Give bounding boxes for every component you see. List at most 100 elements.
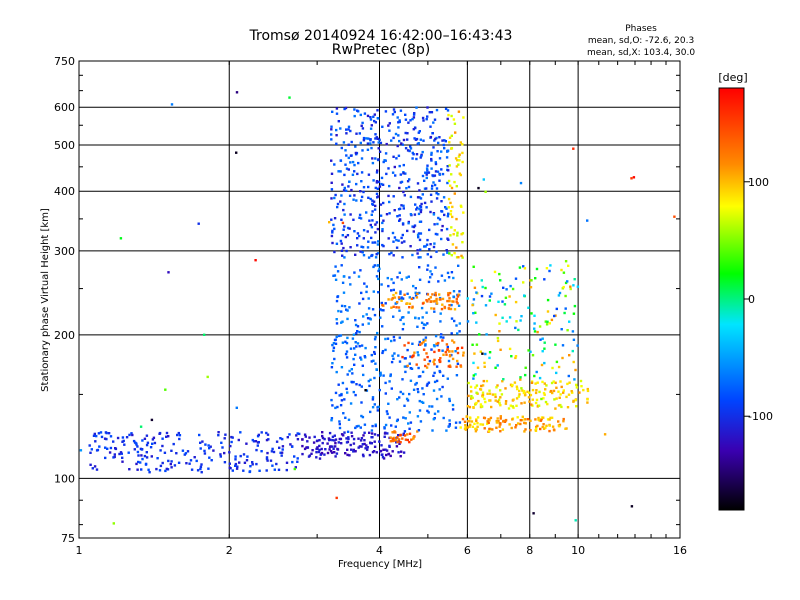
data-point: [426, 164, 429, 167]
data-point: [330, 366, 334, 369]
data-point: [359, 250, 362, 253]
data-point: [440, 237, 443, 241]
data-point: [398, 119, 401, 122]
data-point: [403, 293, 406, 296]
data-point: [375, 275, 379, 278]
data-point: [500, 393, 504, 396]
data-point: [335, 134, 338, 137]
data-point: [239, 431, 242, 434]
data-point: [178, 437, 181, 441]
data-point: [527, 349, 530, 352]
data-point: [435, 250, 438, 253]
data-point: [383, 426, 386, 429]
data-point: [356, 244, 359, 247]
data-point: [475, 401, 478, 405]
data-point: [630, 505, 634, 508]
data-point: [373, 208, 377, 211]
data-point: [466, 405, 470, 408]
data-point: [419, 197, 423, 200]
data-point: [432, 374, 435, 377]
data-point: [396, 116, 399, 119]
data-point: [522, 391, 526, 395]
data-point: [518, 389, 521, 393]
data-point: [580, 385, 583, 388]
data-point: [330, 159, 333, 162]
data-point: [330, 133, 333, 136]
data-point: [265, 457, 269, 461]
data-point: [442, 196, 446, 199]
data-point: [519, 378, 522, 381]
data-point: [515, 404, 518, 407]
data-point: [498, 330, 501, 333]
data-point: [401, 256, 404, 259]
data-point: [375, 181, 379, 184]
data-point: [437, 141, 440, 145]
data-point: [471, 303, 474, 307]
data-point: [412, 225, 416, 229]
data-point: [352, 218, 355, 221]
data-point: [551, 425, 555, 428]
data-point: [377, 141, 380, 144]
data-point: [188, 462, 191, 465]
data-point: [504, 400, 508, 403]
data-point: [346, 453, 349, 457]
data-point: [441, 385, 444, 389]
data-point: [341, 183, 344, 186]
data-point: [381, 350, 385, 353]
data-point: [457, 304, 461, 307]
data-point: [442, 416, 445, 420]
data-point: [304, 435, 307, 438]
data-point: [398, 214, 401, 217]
data-point: [455, 297, 458, 301]
data-point: [430, 159, 433, 162]
y-tick-label: 500: [54, 139, 75, 152]
data-point: [343, 107, 346, 111]
data-point: [541, 337, 544, 340]
data-point: [507, 407, 511, 410]
data-point: [467, 381, 470, 385]
data-point: [495, 386, 498, 389]
data-point: [573, 304, 577, 308]
data-point: [390, 251, 393, 255]
data-point: [466, 297, 469, 300]
data-point: [511, 287, 515, 291]
data-point: [298, 432, 301, 436]
data-point: [265, 456, 269, 459]
data-point: [557, 404, 561, 407]
data-point: [186, 450, 190, 453]
data-point: [474, 373, 477, 376]
data-point: [481, 423, 485, 426]
y-tick-label: 750: [54, 55, 75, 68]
data-point: [396, 398, 399, 401]
data-point: [551, 391, 554, 395]
data-point: [404, 417, 407, 420]
data-point: [391, 431, 394, 434]
data-point: [339, 239, 343, 243]
data-point: [147, 468, 150, 471]
data-point: [554, 343, 557, 346]
data-point: [397, 208, 401, 211]
data-point: [518, 266, 522, 269]
data-point: [379, 373, 382, 376]
data-point: [430, 157, 433, 161]
data-point: [153, 441, 157, 445]
data-point: [575, 383, 578, 387]
data-point: [340, 399, 344, 402]
data-point: [480, 294, 484, 298]
data-point: [448, 141, 451, 144]
data-point: [462, 351, 465, 354]
data-point: [347, 185, 350, 188]
data-point: [523, 421, 526, 425]
data-point: [165, 467, 168, 471]
data-point: [459, 204, 463, 207]
data-point: [426, 238, 429, 242]
data-point: [398, 309, 401, 312]
data-point: [521, 415, 524, 418]
data-point: [411, 151, 414, 155]
data-point: [519, 422, 522, 426]
data-point: [429, 276, 432, 279]
data-point: [151, 438, 155, 441]
data-point: [199, 467, 202, 471]
data-point: [197, 222, 200, 225]
data-point: [357, 424, 360, 428]
